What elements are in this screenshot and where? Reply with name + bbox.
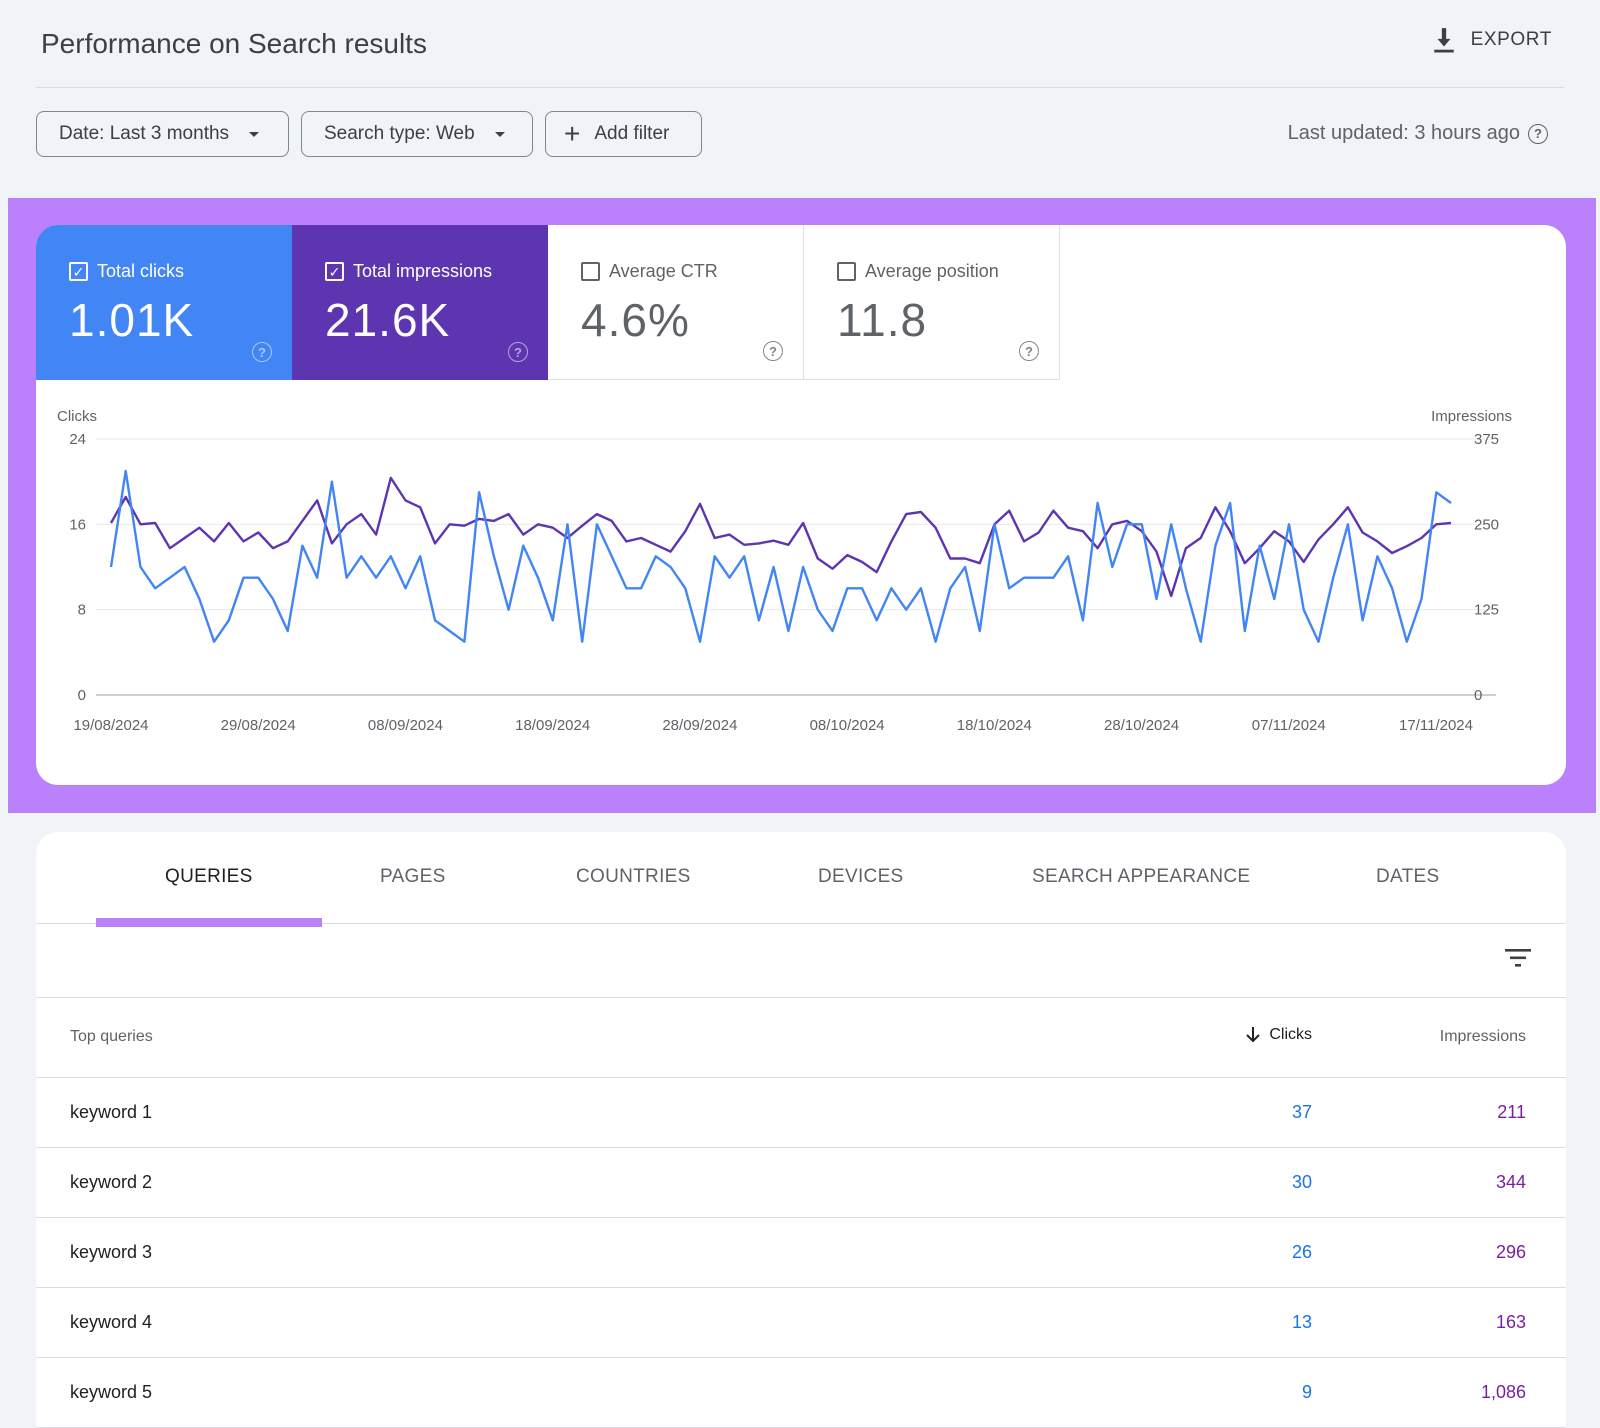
query-cell: keyword 4 [70,1312,152,1333]
chevron-down-icon [249,132,259,137]
clicks-cell: 26 [1292,1242,1312,1263]
checkbox-unchecked-icon[interactable] [837,262,856,281]
metric-value: 1.01K [69,293,194,347]
metric-average-ctr[interactable]: Average CTR 4.6% ? [548,225,804,380]
impressions-cell: 163 [1496,1312,1526,1333]
y-tick-right: 375 [1474,431,1499,448]
y-axis-right-label: Impressions [1431,408,1512,425]
x-tick-label: 08/09/2024 [368,717,443,734]
query-cell: keyword 5 [70,1382,152,1403]
y-tick-right: 250 [1474,516,1499,533]
clicks-cell: 30 [1292,1172,1312,1193]
export-button[interactable]: EXPORT [1431,26,1552,54]
last-updated-text: Last updated: 3 hours ago [1288,122,1520,145]
help-icon[interactable]: ? [1019,341,1039,361]
tab-countries[interactable]: COUNTRIES [576,866,691,888]
help-icon[interactable]: ? [252,342,272,362]
table-row[interactable]: keyword 5 9 1,086 [36,1358,1566,1428]
table-row[interactable]: keyword 2 30 344 [36,1148,1566,1218]
tab-queries[interactable]: QUERIES [165,866,253,888]
y-tick-right: 125 [1474,602,1499,619]
y-tick-left: 8 [78,602,86,619]
checkbox-checked-icon[interactable]: ✓ [325,262,344,281]
table-row[interactable]: keyword 1 37 211 [36,1078,1566,1148]
search-type-filter-label: Search type: Web [324,123,475,145]
dimensions-card: QUERIES PAGES COUNTRIES DEVICES SEARCH A… [36,832,1566,1428]
tab-search-appearance[interactable]: SEARCH APPEARANCE [1032,866,1250,888]
date-filter-chip[interactable]: Date: Last 3 months [36,111,289,157]
metric-label: Total impressions [353,261,492,282]
clicks-cell: 9 [1302,1382,1312,1403]
checkbox-unchecked-icon[interactable] [581,262,600,281]
plus-icon: + [564,120,580,148]
column-header-clicks[interactable]: Clicks [1245,1026,1312,1044]
x-tick-label: 28/10/2024 [1104,717,1179,734]
chevron-down-icon [495,132,505,137]
impressions-cell: 344 [1496,1172,1526,1193]
query-cell: keyword 1 [70,1102,152,1123]
add-filter-button[interactable]: + Add filter [545,111,702,157]
help-icon[interactable]: ? [763,341,783,361]
date-filter-label: Date: Last 3 months [59,123,229,145]
query-cell: keyword 2 [70,1172,152,1193]
table-row[interactable]: keyword 4 13 163 [36,1288,1566,1358]
series-line-impressions [111,478,1451,596]
last-updated: Last updated: 3 hours ago ? [1288,122,1548,145]
checkbox-checked-icon[interactable]: ✓ [69,262,88,281]
arrow-down-icon [1245,1026,1261,1044]
x-tick-label: 08/10/2024 [810,717,885,734]
clicks-cell: 13 [1292,1312,1312,1333]
y-tick-left: 24 [69,431,86,448]
metric-label: Average CTR [609,261,718,282]
dimension-tabs: QUERIES PAGES COUNTRIES DEVICES SEARCH A… [36,832,1566,924]
x-tick-label: 07/11/2024 [1252,717,1326,734]
x-tick-label: 29/08/2024 [221,717,296,734]
column-header-query: Top queries [70,1028,153,1046]
y-tick-left: 16 [69,516,86,533]
filter-icon[interactable] [1504,946,1532,970]
metric-value: 21.6K [325,293,450,347]
metric-total-clicks[interactable]: ✓ Total clicks 1.01K ? [36,225,292,380]
table-header: Top queries Clicks Impressions [36,998,1566,1078]
impressions-cell: 211 [1497,1102,1526,1123]
x-tick-label: 28/09/2024 [662,717,737,734]
performance-card: ✓ Total clicks 1.01K ? ✓ Total impressions… [36,225,1566,785]
metric-label: Total clicks [97,261,184,282]
metric-average-position[interactable]: Average position 11.8 ? [804,225,1060,380]
metric-total-impressions[interactable]: ✓ Total impressions 21.6K ? [292,225,548,380]
page-header: Performance on Search results EXPORT [36,0,1564,88]
tab-devices[interactable]: DEVICES [818,866,904,888]
performance-chart[interactable]: Clicks Impressions 24 375 16 250 8 125 0 0 19/08/2… [36,395,1566,785]
x-tick-label: 17/11/2024 [1399,717,1473,734]
y-tick-right: 0 [1474,687,1482,704]
impressions-cell: 296 [1496,1242,1526,1263]
metric-value: 11.8 [837,293,927,347]
tab-pages[interactable]: PAGES [380,866,446,888]
help-icon[interactable]: ? [508,342,528,362]
y-tick-left: 0 [78,687,86,704]
tab-dates[interactable]: DATES [1376,866,1439,888]
metric-label: Average position [865,261,999,282]
export-label: EXPORT [1471,29,1552,51]
page-title: Performance on Search results [41,28,427,60]
add-filter-label: Add filter [594,123,669,145]
clicks-cell: 37 [1292,1102,1312,1123]
help-icon[interactable]: ? [1528,124,1548,144]
table-row[interactable]: keyword 3 26 296 [36,1218,1566,1288]
x-tick-label: 18/10/2024 [957,717,1032,734]
y-axis-left-label: Clicks [57,408,97,425]
download-icon [1431,26,1457,54]
column-header-impressions[interactable]: Impressions [1440,1028,1526,1046]
x-tick-label: 19/08/2024 [73,717,148,734]
impressions-cell: 1,086 [1481,1382,1526,1403]
search-type-filter-chip[interactable]: Search type: Web [301,111,533,157]
x-tick-label: 18/09/2024 [515,717,590,734]
table-toolbar [36,924,1566,998]
metric-value: 4.6% [581,293,690,347]
query-cell: keyword 3 [70,1242,152,1263]
column-header-clicks-label: Clicks [1269,1026,1312,1044]
